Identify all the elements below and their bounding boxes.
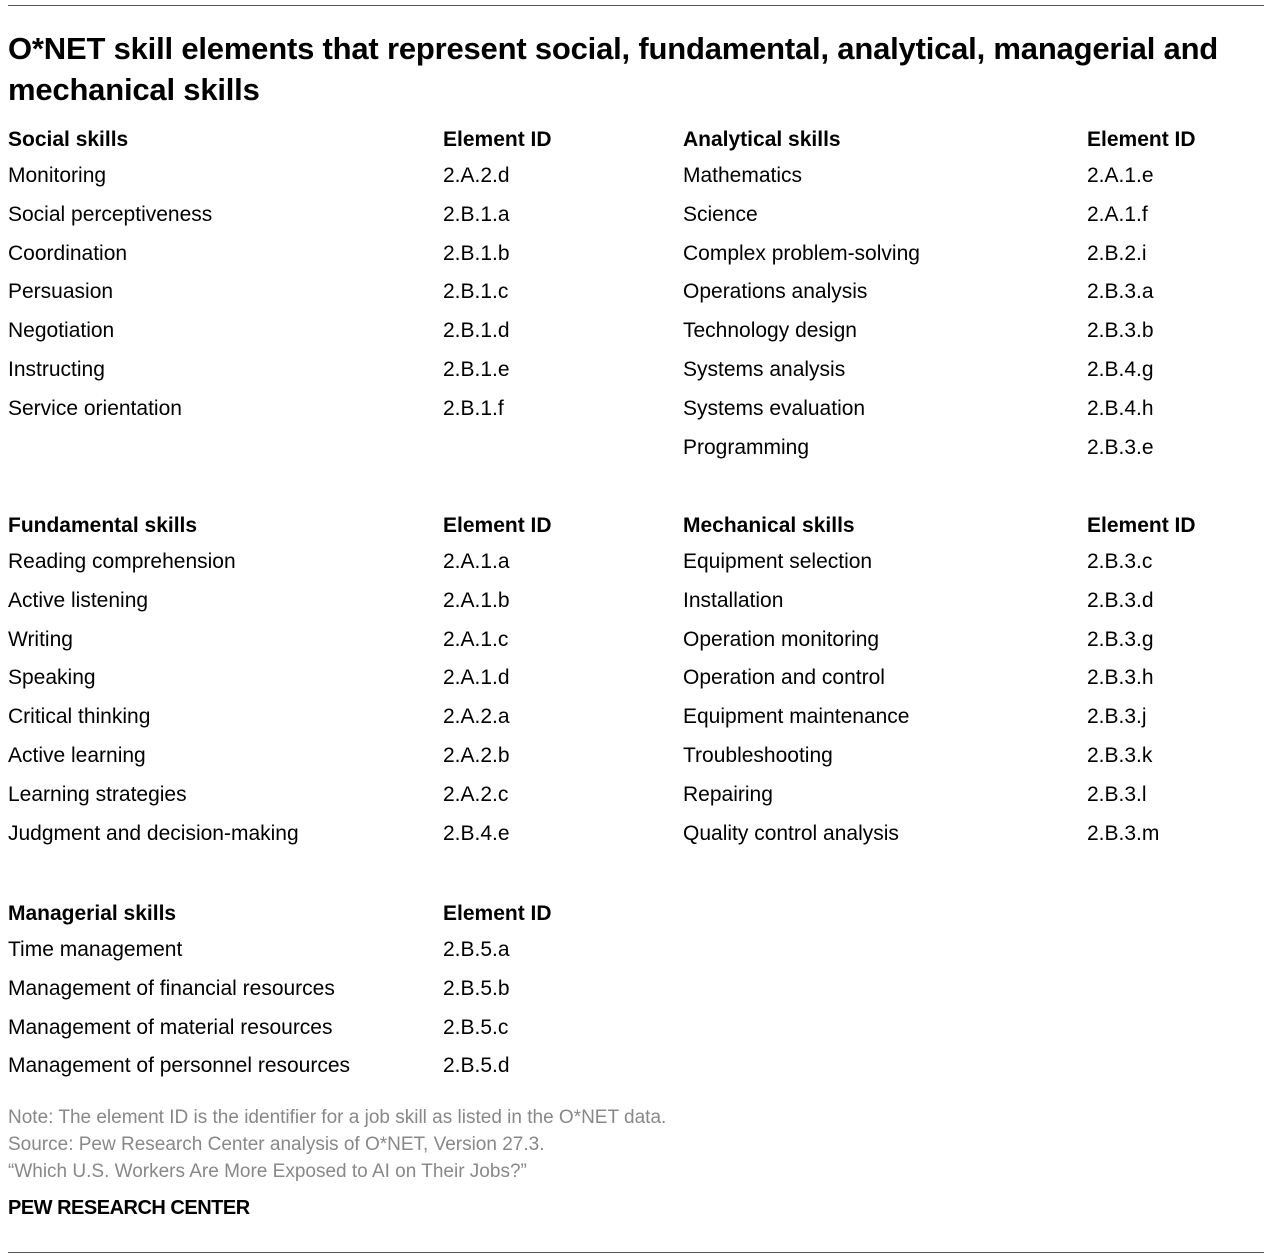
skill-name: Operation and control	[683, 666, 885, 690]
element-id: 2.A.2.a	[443, 705, 510, 729]
element-id: 2.B.1.a	[443, 202, 510, 226]
brand-logo-text: PEW RESEARCH CENTER	[8, 1197, 250, 1219]
element-id: 2.B.4.h	[1087, 396, 1154, 420]
section-heading: Social skills	[8, 128, 129, 151]
skill-name: Systems evaluation	[683, 396, 866, 420]
section-heading: Fundamental skills	[8, 514, 198, 537]
skill-name: Monitoring	[8, 164, 107, 187]
element-id: 2.B.1.c	[443, 280, 509, 304]
skill-name: Negotiation	[8, 319, 115, 343]
skill-name: Complex problem-solving	[683, 241, 920, 265]
element-id: 2.A.1.a	[443, 550, 510, 573]
skill-name: Repairing	[683, 782, 773, 806]
section-heading: Analytical skills	[683, 128, 841, 151]
element-id: 2.B.5.b	[443, 976, 510, 1000]
skill-name: Systems analysis	[683, 357, 846, 381]
note-text: Note: The element ID is the identifier f…	[8, 1107, 667, 1128]
skill-name: Mathematics	[683, 164, 803, 187]
skill-name: Speaking	[8, 666, 96, 690]
skill-name: Science	[683, 202, 758, 226]
element-id: 2.A.1.e	[1087, 164, 1154, 187]
element-id: 2.B.4.g	[1087, 357, 1154, 381]
skill-name: Management of financial resources	[8, 976, 335, 1000]
element-id: 2.B.5.d	[443, 1054, 510, 1078]
skill-name: Troubleshooting	[683, 743, 833, 767]
skill-name: Reading comprehension	[8, 550, 236, 573]
notes: Note: The element ID is the identifier f…	[8, 1104, 666, 1185]
skill-name: Critical thinking	[8, 705, 151, 729]
element-id: 2.B.3.e	[1087, 435, 1154, 459]
skill-name: Equipment selection	[683, 550, 873, 573]
skill-name: Time management	[8, 938, 183, 961]
skill-name: Installation	[683, 588, 784, 612]
element-id: 2.B.1.e	[443, 357, 510, 381]
element-id-heading: Element ID	[443, 902, 552, 925]
element-id: 2.B.3.k	[1087, 743, 1153, 767]
skill-name: Management of personnel resources	[8, 1054, 351, 1078]
skill-name: Management of material resources	[8, 1015, 333, 1039]
element-id-heading: Element ID	[1087, 128, 1196, 151]
skill-name: Judgment and decision-making	[8, 821, 299, 845]
section-heading: Managerial skills	[8, 902, 177, 925]
element-id: 2.A.1.f	[1087, 202, 1148, 226]
skill-name: Technology design	[683, 319, 857, 343]
skill-name: Programming	[683, 435, 810, 459]
element-id: 2.B.3.c	[1087, 550, 1153, 573]
element-id: 2.B.2.i	[1087, 241, 1147, 265]
element-id: 2.B.1.d	[443, 319, 510, 343]
element-id: 2.B.4.e	[443, 821, 510, 845]
skill-name: Active listening	[8, 588, 149, 612]
skill-name: Service orientation	[8, 396, 182, 420]
element-id: 2.B.5.a	[443, 938, 510, 961]
skill-name: Quality control analysis	[683, 821, 899, 845]
element-id: 2.B.1.b	[443, 241, 510, 265]
element-id: 2.A.2.d	[443, 164, 510, 187]
element-id: 2.B.3.m	[1087, 821, 1160, 845]
element-id: 2.B.3.l	[1087, 782, 1147, 806]
top-rule	[8, 5, 1264, 6]
element-id: 2.B.3.a	[1087, 280, 1154, 304]
element-id: 2.A.1.b	[443, 588, 510, 612]
element-id: 2.B.1.f	[443, 396, 504, 420]
element-id: 2.A.1.c	[443, 627, 509, 651]
element-id: 2.A.1.d	[443, 666, 510, 690]
skill-name: Operations analysis	[683, 280, 868, 304]
skill-name: Operation monitoring	[683, 627, 880, 651]
skill-name: Social perceptiveness	[8, 202, 213, 226]
report-title: “Which U.S. Workers Are More Exposed to …	[8, 1161, 527, 1182]
element-id: 2.B.3.j	[1087, 705, 1147, 729]
element-id-heading: Element ID	[443, 128, 552, 151]
element-id: 2.B.3.b	[1087, 319, 1154, 343]
skill-name: Active learning	[8, 743, 146, 767]
page-title: O*NET skill elements that represent soci…	[8, 31, 1219, 107]
section-heading: Mechanical skills	[683, 514, 855, 537]
skill-name: Learning strategies	[8, 782, 187, 806]
skill-name: Equipment maintenance	[683, 705, 910, 729]
element-id: 2.B.3.h	[1087, 666, 1154, 690]
element-id: 2.A.2.c	[443, 782, 509, 806]
element-id-heading: Element ID	[443, 514, 552, 537]
element-id: 2.B.3.d	[1087, 588, 1154, 612]
skill-name: Writing	[8, 627, 73, 651]
element-id: 2.B.3.g	[1087, 627, 1154, 651]
element-id-heading: Element ID	[1087, 514, 1196, 537]
skill-name: Coordination	[8, 241, 128, 265]
skill-name: Instructing	[8, 357, 105, 381]
bottom-rule	[8, 1252, 1264, 1253]
source-text: Source: Pew Research Center analysis of …	[8, 1134, 545, 1155]
skill-name: Persuasion	[8, 280, 114, 304]
element-id: 2.B.5.c	[443, 1015, 509, 1039]
element-id: 2.A.2.b	[443, 743, 510, 767]
